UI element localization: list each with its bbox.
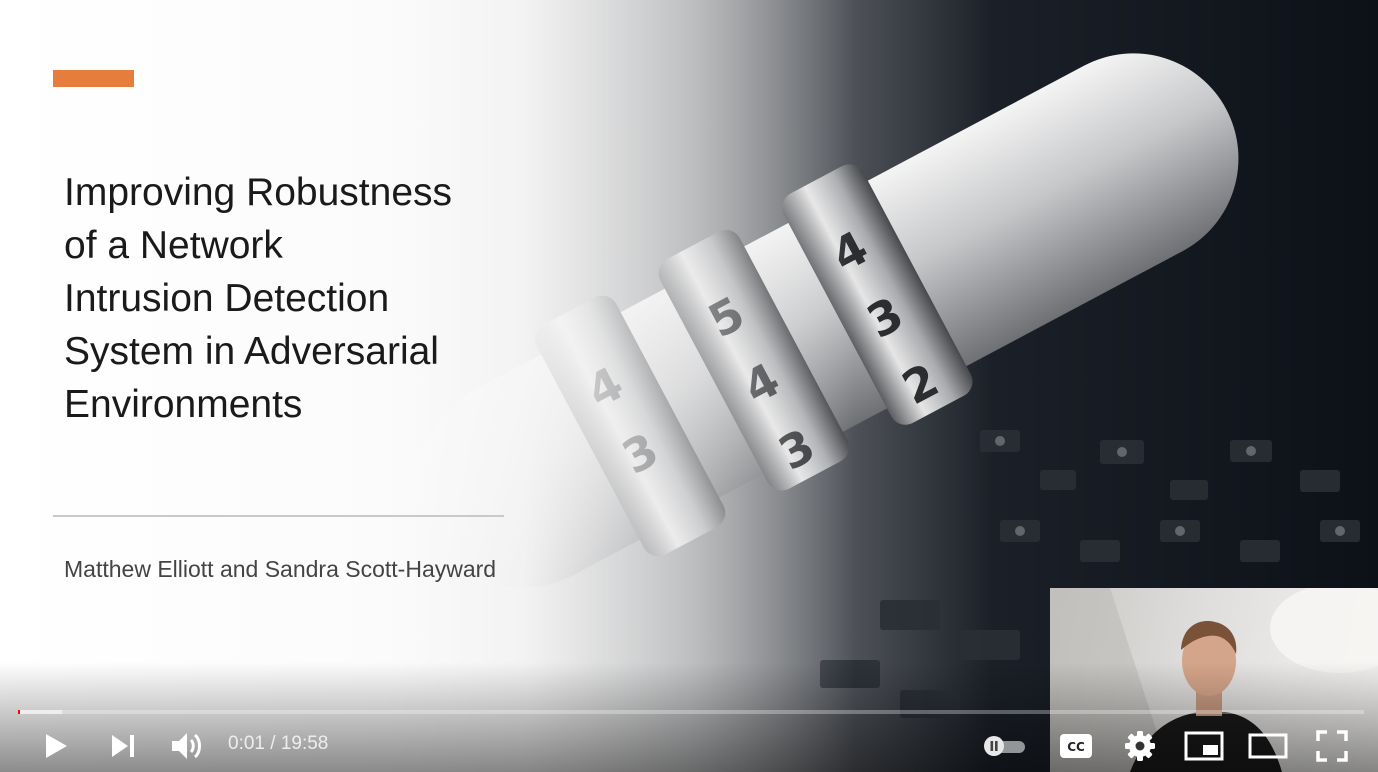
miniplayer-icon <box>1184 731 1224 761</box>
presenter-figure <box>1050 588 1378 772</box>
webcam-overlay <box>1050 588 1378 772</box>
time-display: 0:01 / 19:58 <box>228 733 328 755</box>
time-separator: / <box>264 733 281 754</box>
slide-authors: Matthew Elliott and Sandra Scott-Hayward <box>64 556 497 582</box>
slide-title: Improving Robustness of a Network Intrus… <box>64 166 534 431</box>
progress-played <box>18 710 20 714</box>
volume-button[interactable] <box>162 726 212 766</box>
next-icon <box>112 735 134 757</box>
next-button[interactable] <box>100 726 146 766</box>
fullscreen-icon <box>1316 730 1348 762</box>
slide-title-line: of a Network <box>64 224 283 267</box>
autoplay-toggle[interactable] <box>978 726 1030 766</box>
progress-bar[interactable] <box>18 710 1364 714</box>
time-total: 19:58 <box>280 733 329 754</box>
slide-title-line: System in Adversarial <box>64 330 439 373</box>
slide-accent-bar <box>53 70 134 87</box>
slide-title-line: Intrusion Detection <box>64 277 390 320</box>
progress-loaded <box>18 710 62 714</box>
miniplayer-button[interactable] <box>1180 726 1228 766</box>
time-current: 0:01 <box>228 733 265 754</box>
svg-text:CC: CC <box>1067 740 1085 754</box>
theater-mode-button[interactable] <box>1244 726 1292 766</box>
fullscreen-button[interactable] <box>1310 726 1354 766</box>
gear-icon <box>1125 731 1155 761</box>
settings-button[interactable] <box>1118 726 1162 766</box>
theater-icon <box>1248 733 1288 759</box>
autoplay-toggle-icon <box>984 736 1025 756</box>
slide-title-line: Environments <box>64 383 303 426</box>
captions-button[interactable]: CC <box>1054 726 1098 766</box>
cc-icon: CC <box>1060 734 1092 758</box>
play-icon <box>46 734 67 758</box>
play-button[interactable] <box>30 726 80 766</box>
slide-title-line: Improving Robustness <box>64 171 453 214</box>
slide-divider <box>53 515 504 517</box>
volume-icon <box>172 733 201 759</box>
